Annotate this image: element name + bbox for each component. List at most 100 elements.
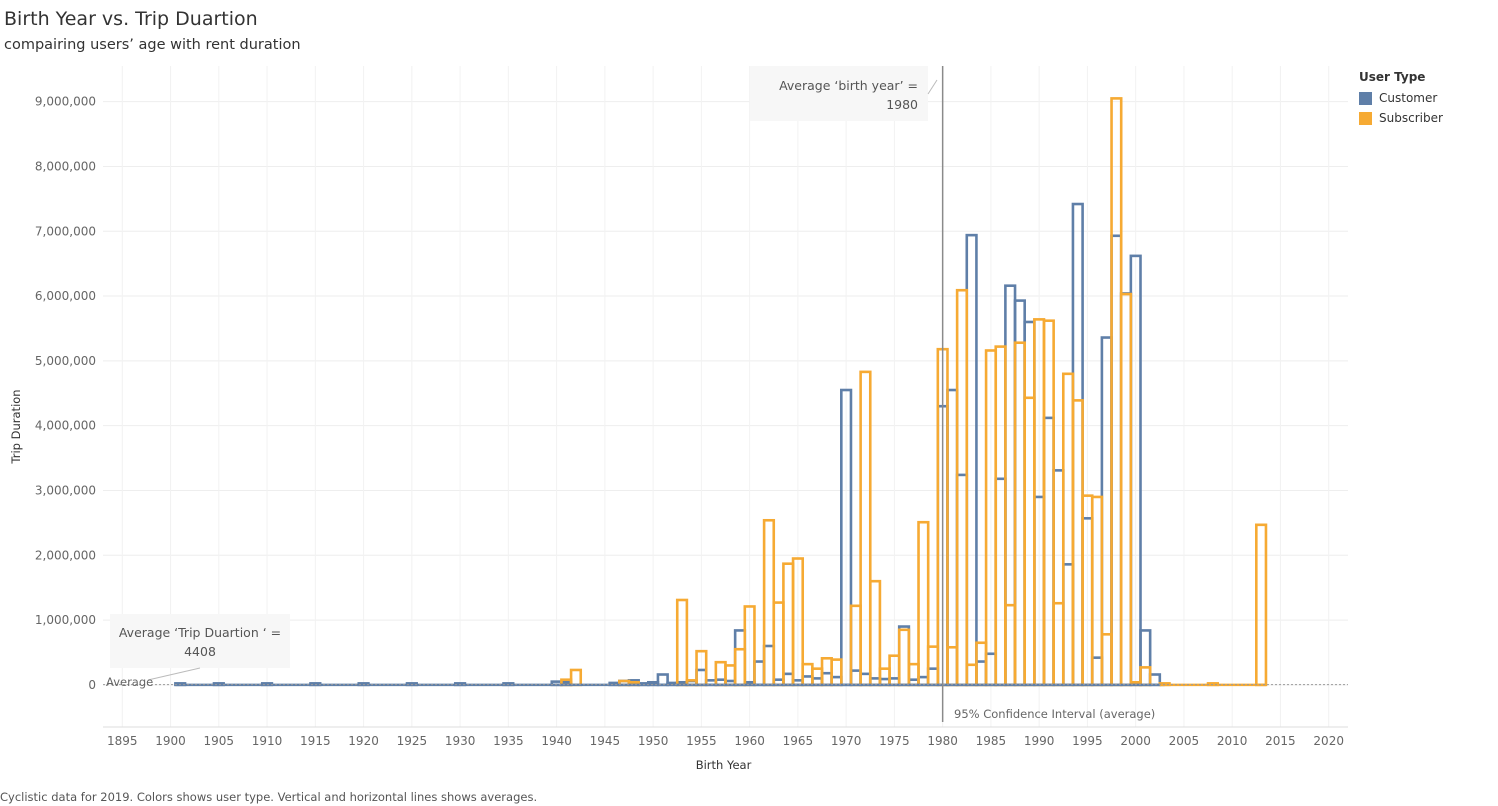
bar-customer [762,644,776,687]
bar-subscriber [1119,292,1133,687]
bar-customer [1110,234,1123,687]
bar-subscriber [878,667,891,687]
x-tick-label: 1900 [155,734,186,748]
legend-title: User Type [1359,70,1426,84]
bar-subscriber [1013,341,1026,687]
y-tick-label: 8,000,000 [35,159,96,173]
x-tick-label: 1995 [1072,734,1103,748]
bar-subscriber [782,562,795,687]
bar-subscriber [1110,97,1123,687]
y-tick-label: 5,000,000 [35,354,96,368]
bar-customer [1004,284,1017,687]
legend-label-customer: Customer [1379,91,1438,105]
bar-subscriber [1042,319,1055,687]
bar-customer [1042,416,1055,687]
bars [103,66,1348,722]
y-tick-label: 3,000,000 [35,483,96,497]
legend-entry-subscriber[interactable]: Subscriber [1359,108,1443,128]
x-tick-label: 1920 [348,734,379,748]
avg-birth-year-annotation-pointer [927,79,938,95]
bar-customer [753,660,766,687]
x-tick-label: 1950 [638,734,669,748]
bar-subscriber [820,657,833,687]
bar-subscriber [1071,399,1084,687]
x-tick-label: 1985 [976,734,1007,748]
x-tick-label: 1945 [590,734,621,748]
bar-subscriber [801,662,814,687]
x-tick-label: 1960 [734,734,765,748]
bar-customer [1052,469,1065,687]
avg-birth-year-annotation-line2: 1980 [886,97,918,112]
bar-subscriber [733,647,747,687]
x-axis-title: Birth Year [696,758,752,772]
x-tick-label: 2015 [1265,734,1296,748]
x-tick-label: 2020 [1313,734,1344,748]
legend-swatch-subscriber [1359,111,1372,125]
x-tick-label: 1930 [445,734,476,748]
avg-birth-year-annotation-box [750,66,928,121]
bar-customer [782,672,795,687]
bar-customer [656,673,669,687]
bar-customer [955,473,969,687]
bar-subscriber [926,645,940,687]
x-tick-label: 1935 [493,734,524,748]
y-tick-label: 7,000,000 [35,224,96,238]
bar-subscriber [1052,601,1065,687]
x-tick-label: 1955 [686,734,717,748]
x-tick-label: 1965 [783,734,814,748]
bar-subscriber [772,601,785,687]
bar-customer [820,671,833,687]
x-tick-label: 1925 [397,734,428,748]
x-tick-label: 1970 [831,734,862,748]
legend-entry-customer[interactable]: Customer [1359,88,1443,108]
bar-customer [1090,656,1104,687]
y-tick-label: 4,000,000 [35,419,96,433]
bar-subscriber [994,345,1007,687]
bar-subscriber [762,518,776,687]
x-tick-label: 2000 [1120,734,1151,748]
bar-customer [1071,202,1084,687]
chart-caption: Cyclistic data for 2019. Colors shows us… [0,790,538,804]
avg-trip-duration-annotation-box [110,614,290,668]
bar-customer [965,233,978,687]
x-tick-label: 2010 [1217,734,1248,748]
bar-subscriber [907,662,920,687]
bar-subscriber [811,667,824,687]
bar-subscriber [965,663,978,687]
bar-customer [1061,563,1075,687]
bar-subscriber [946,645,959,687]
bar-customer [975,660,988,687]
y-tick-label: 2,000,000 [35,548,96,562]
bar-subscriber [1004,603,1017,687]
bar-subscriber [1100,633,1113,687]
y-tick-label: 0 [88,678,96,692]
legend: User Type Customer Subscriber [1359,70,1443,128]
bar-subscriber [849,604,862,687]
legend-label-subscriber: Subscriber [1379,111,1443,125]
bar-customer [1148,673,1162,687]
bar-customer [946,388,959,687]
x-tick-label: 1940 [541,734,572,748]
bar-subscriber [1139,666,1152,687]
y-tick-label: 6,000,000 [35,289,96,303]
y-tick-label: 9,000,000 [35,95,96,109]
bar-customer [897,625,911,687]
y-tick-label: 1,000,000 [35,613,96,627]
axes: 0 1,000,000 2,000,000 3,000,000 4,000,000 5,0… [9,95,1348,772]
bar-customer [1013,299,1026,687]
x-tick-label: 1910 [252,734,283,748]
bar-customer [1023,320,1036,687]
x-tick-label: 1990 [1024,734,1055,748]
chart-title: Birth Year vs. Trip Duartion [4,8,258,30]
bar-subscriber [714,660,727,687]
x-tick-label: 1905 [204,734,235,748]
avg-trip-duration-annotation-pointer [147,667,201,681]
bar-subscriber [1255,523,1268,687]
bar-customer [994,477,1007,687]
bar-subscriber [955,288,969,687]
bar-customer [1100,336,1113,687]
bar-customer [859,672,872,687]
bar-subscriber [975,641,988,687]
bar-subscriber [675,598,689,687]
